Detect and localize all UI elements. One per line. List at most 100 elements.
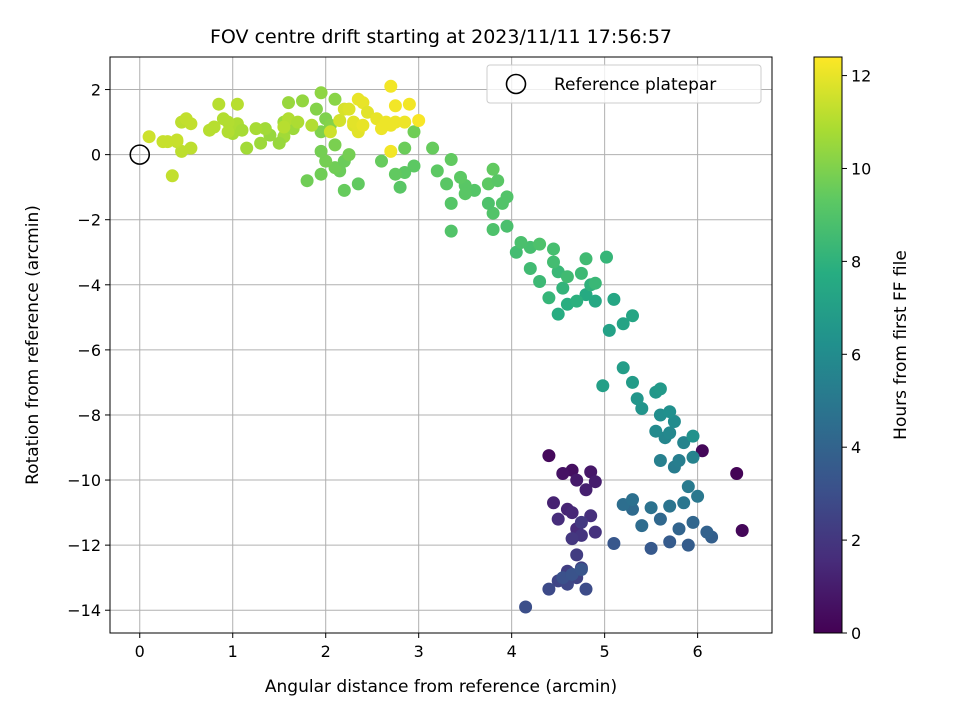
data-point bbox=[235, 123, 249, 137]
data-point bbox=[212, 97, 226, 111]
x-tick-label: 1 bbox=[228, 642, 238, 661]
data-point bbox=[240, 141, 254, 155]
data-point bbox=[547, 496, 560, 510]
data-point bbox=[351, 177, 365, 191]
data-point bbox=[667, 415, 681, 428]
data-point bbox=[630, 392, 644, 406]
data-point bbox=[156, 135, 170, 149]
data-point bbox=[533, 275, 547, 288]
y-tick-label: −4 bbox=[77, 276, 101, 295]
data-point bbox=[300, 174, 314, 188]
data-point bbox=[402, 97, 416, 111]
data-point bbox=[663, 535, 677, 549]
colorbar-tick-label: 10 bbox=[851, 159, 871, 178]
data-point bbox=[314, 167, 328, 181]
y-tick-label: −6 bbox=[77, 341, 101, 360]
data-point bbox=[361, 105, 374, 119]
data-point bbox=[342, 148, 356, 162]
x-tick-label: 5 bbox=[600, 642, 610, 661]
data-point bbox=[588, 294, 602, 308]
data-point bbox=[681, 480, 695, 494]
data-point bbox=[672, 454, 686, 467]
x-tick-label: 4 bbox=[507, 642, 517, 661]
y-tick-label: −10 bbox=[67, 471, 101, 490]
data-point bbox=[547, 255, 560, 269]
data-point bbox=[291, 115, 305, 129]
data-point bbox=[686, 450, 700, 464]
data-point bbox=[486, 223, 500, 236]
colorbar-tick-label: 12 bbox=[851, 67, 871, 86]
y-axis-label: Rotation from reference (arcmin) bbox=[23, 205, 43, 485]
data-point bbox=[649, 424, 663, 438]
data-point bbox=[663, 499, 677, 513]
data-point bbox=[165, 169, 179, 183]
data-point bbox=[570, 294, 584, 308]
data-point bbox=[653, 512, 667, 526]
data-point bbox=[342, 102, 356, 116]
y-tick-label: −8 bbox=[77, 406, 101, 425]
data-point bbox=[635, 402, 649, 415]
data-point bbox=[588, 276, 602, 290]
data-point bbox=[444, 224, 458, 238]
data-point bbox=[600, 250, 613, 264]
data-point bbox=[258, 122, 272, 136]
data-point bbox=[556, 467, 570, 480]
data-point bbox=[356, 118, 370, 132]
data-point bbox=[556, 281, 570, 295]
y-tick-label: −12 bbox=[67, 536, 101, 555]
data-point bbox=[574, 266, 588, 280]
data-point bbox=[681, 538, 695, 552]
data-point bbox=[551, 512, 565, 526]
data-point bbox=[337, 183, 351, 197]
data-point bbox=[458, 187, 472, 201]
data-point bbox=[170, 133, 184, 147]
x-tick-label: 0 bbox=[135, 642, 145, 661]
scatter-points bbox=[142, 79, 749, 614]
data-point bbox=[635, 519, 649, 533]
data-point bbox=[570, 548, 584, 562]
data-point bbox=[272, 136, 286, 150]
colorbar-tick-label: 2 bbox=[851, 531, 861, 550]
data-point bbox=[735, 524, 749, 537]
data-point bbox=[677, 496, 691, 510]
data-point bbox=[579, 288, 593, 302]
data-point bbox=[616, 361, 630, 375]
data-point bbox=[653, 382, 667, 396]
data-point bbox=[454, 170, 467, 184]
data-point bbox=[565, 506, 579, 520]
data-point bbox=[296, 94, 309, 108]
data-point bbox=[626, 493, 639, 507]
data-point bbox=[407, 159, 421, 173]
data-point bbox=[588, 525, 602, 539]
data-point bbox=[314, 86, 328, 100]
data-point bbox=[323, 125, 337, 139]
colorbar-gradient bbox=[813, 56, 843, 634]
data-point bbox=[663, 426, 677, 440]
data-point bbox=[663, 405, 677, 419]
data-point bbox=[384, 79, 398, 93]
data-point bbox=[579, 582, 593, 596]
data-point bbox=[584, 509, 598, 523]
x-tick-label: 2 bbox=[321, 642, 331, 661]
data-point bbox=[523, 262, 537, 275]
data-point bbox=[430, 164, 444, 178]
data-point bbox=[388, 167, 402, 181]
x-tick-label: 3 bbox=[414, 642, 424, 661]
reference-marker-layer bbox=[129, 144, 151, 165]
data-point bbox=[282, 96, 295, 110]
data-point bbox=[491, 174, 505, 188]
data-point bbox=[305, 118, 319, 132]
data-point bbox=[175, 144, 189, 158]
data-point bbox=[184, 117, 198, 131]
plot-frame bbox=[109, 56, 773, 634]
data-point bbox=[547, 242, 560, 256]
data-point bbox=[393, 180, 407, 194]
data-point bbox=[230, 97, 244, 111]
y-axis-ticks: 2 0 −2 −4 −6 −8 −10 −12 −14 bbox=[67, 81, 110, 620]
colorbar-tick-label: 4 bbox=[851, 438, 861, 457]
data-point bbox=[481, 196, 495, 210]
data-point bbox=[579, 252, 593, 266]
data-point bbox=[626, 309, 639, 323]
data-point bbox=[672, 522, 686, 536]
